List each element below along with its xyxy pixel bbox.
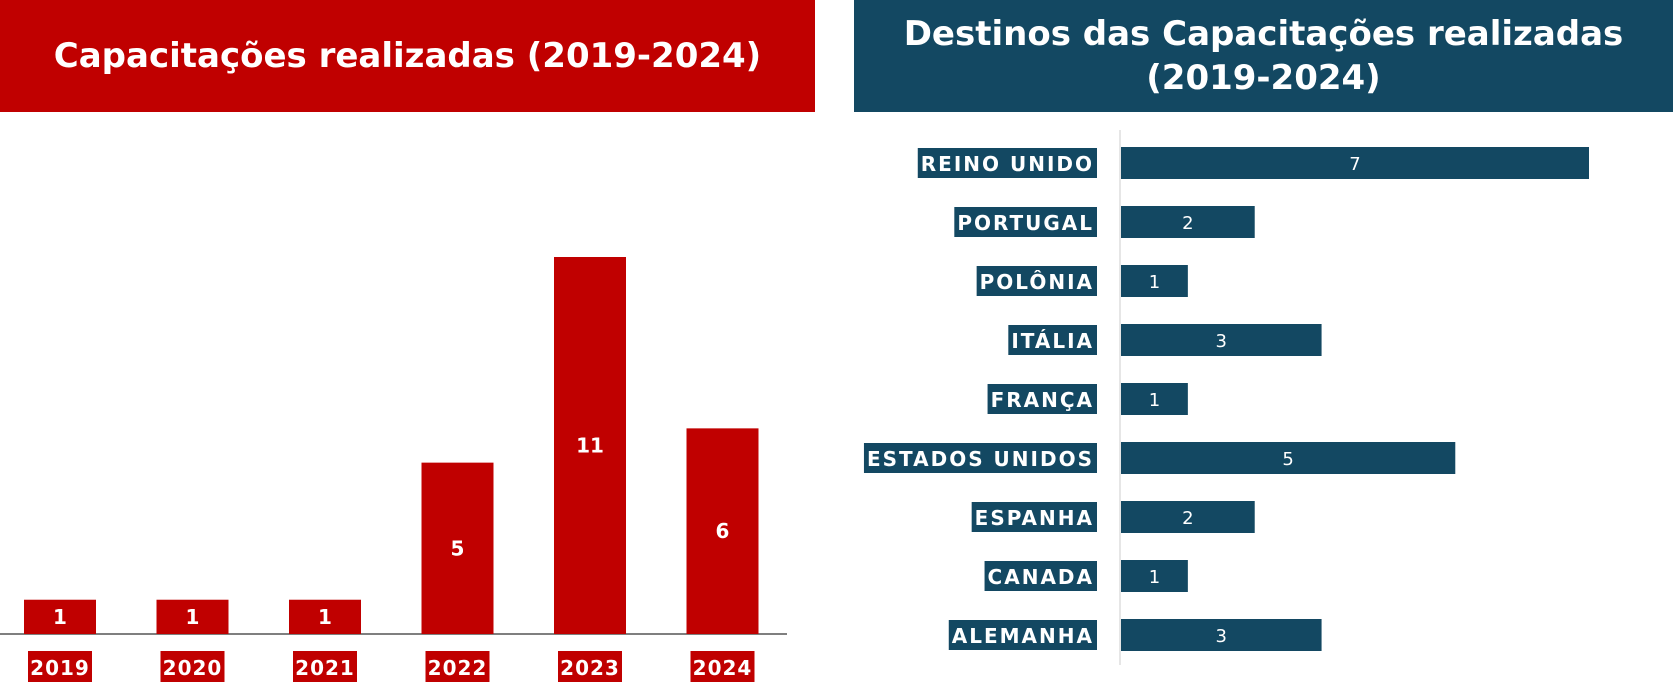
bar-2022 bbox=[421, 462, 494, 634]
bar-value-label: 5 bbox=[1282, 449, 1293, 470]
bar-itália bbox=[1121, 324, 1322, 356]
tick-label-background bbox=[558, 651, 622, 682]
bar-estados-unidos bbox=[1121, 442, 1456, 474]
x-tick-label: 2023 bbox=[560, 656, 620, 680]
bar-value-label: 3 bbox=[1216, 626, 1227, 647]
y-tick-label: ESPANHA bbox=[975, 506, 1094, 530]
tick-label-background bbox=[987, 384, 1097, 414]
tick-label-background bbox=[984, 561, 1097, 591]
bar-value-label: 1 bbox=[318, 605, 332, 629]
bar-frança bbox=[1121, 383, 1188, 415]
x-tick-label: 2021 bbox=[295, 656, 355, 680]
x-tick-label: 2020 bbox=[163, 656, 223, 680]
bar-value-label: 11 bbox=[576, 434, 604, 458]
y-tick-label: FRANÇA bbox=[991, 388, 1094, 412]
tick-label-background bbox=[160, 651, 225, 682]
bar-canada bbox=[1121, 560, 1188, 592]
bar-portugal bbox=[1121, 206, 1255, 238]
bar-2023 bbox=[554, 257, 626, 634]
y-tick-label: REINO UNIDO bbox=[921, 152, 1094, 176]
tick-label-background bbox=[425, 651, 490, 682]
bar-value-label: 6 bbox=[716, 519, 730, 543]
tick-label-background bbox=[917, 148, 1097, 178]
bar-polônia bbox=[1121, 265, 1188, 297]
x-tick-label: 2022 bbox=[428, 656, 488, 680]
bar-value-label: 2 bbox=[1182, 213, 1193, 234]
y-tick-label: POLÔNIA bbox=[980, 270, 1094, 294]
tick-label-background bbox=[1008, 325, 1097, 355]
tick-label-background bbox=[863, 443, 1097, 473]
tick-label-background bbox=[971, 502, 1097, 532]
tick-label-background bbox=[976, 266, 1097, 296]
left-chart-title: Capacitações realizadas (2019-2024) bbox=[0, 0, 815, 112]
y-tick-label: ESTADOS UNIDOS bbox=[867, 447, 1094, 471]
bar-value-label: 2 bbox=[1182, 508, 1193, 529]
tick-label-background bbox=[954, 207, 1097, 237]
bar-2019 bbox=[24, 599, 96, 634]
bar-2020 bbox=[156, 599, 229, 634]
bar-value-label: 1 bbox=[186, 605, 200, 629]
bar-reino-unido bbox=[1121, 147, 1589, 179]
y-tick-label: PORTUGAL bbox=[957, 211, 1094, 235]
bar-2021 bbox=[289, 599, 361, 634]
y-tick-label: ITÁLIA bbox=[1011, 329, 1094, 353]
bar-value-label: 1 bbox=[1149, 567, 1160, 588]
bar-value-label: 1 bbox=[53, 605, 67, 629]
bar-value-label: 5 bbox=[451, 536, 465, 560]
bar-value-label: 3 bbox=[1216, 331, 1227, 352]
x-tick-label: 2024 bbox=[693, 656, 753, 680]
bar-2024 bbox=[686, 428, 759, 634]
y-tick-label: CANADA bbox=[988, 565, 1094, 589]
bar-value-label: 1 bbox=[1149, 390, 1160, 411]
y-tick-label: ALEMANHA bbox=[952, 624, 1094, 648]
tick-label-background bbox=[28, 651, 92, 682]
tick-label-background bbox=[948, 620, 1097, 650]
tick-label-background bbox=[293, 651, 357, 682]
bar-alemanha bbox=[1121, 619, 1322, 651]
x-tick-label: 2019 bbox=[30, 656, 90, 680]
bar-value-label: 1 bbox=[1149, 272, 1160, 293]
tick-label-background bbox=[690, 651, 755, 682]
right-chart-title: Destinos das Capacitações realizadas (20… bbox=[854, 0, 1673, 112]
bar-value-label: 7 bbox=[1349, 154, 1360, 175]
bar-espanha bbox=[1121, 501, 1255, 533]
